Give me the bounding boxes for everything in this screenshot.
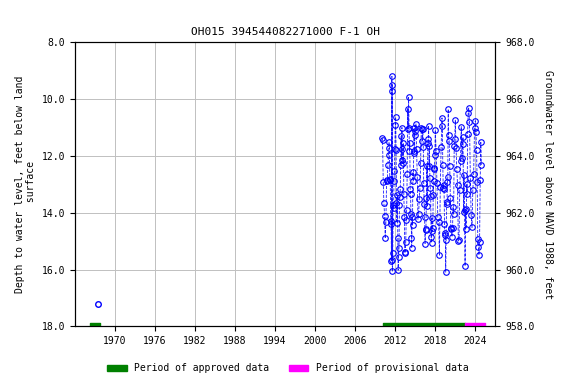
Title: OH015 394544082271000 F-1 OH: OH015 394544082271000 F-1 OH [191, 27, 380, 37]
Y-axis label: Groundwater level above NAVD 1988, feet: Groundwater level above NAVD 1988, feet [543, 70, 553, 299]
Legend: Period of approved data, Period of provisional data: Period of approved data, Period of provi… [103, 359, 473, 377]
Y-axis label: Depth to water level, feet below land
 surface: Depth to water level, feet below land su… [14, 76, 36, 293]
